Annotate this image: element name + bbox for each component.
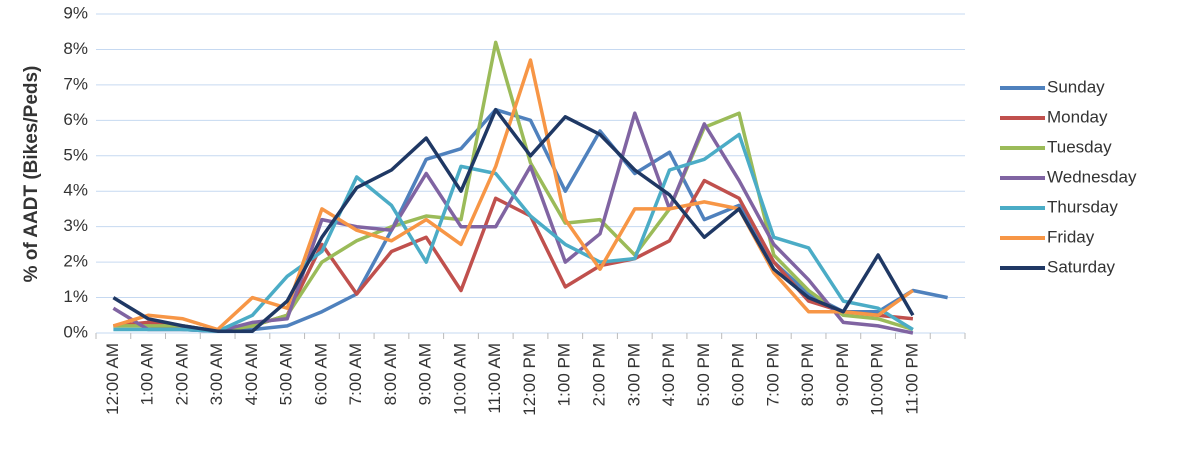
y-axis-label: % of AADT (Bikes/Peds) [21,66,42,283]
y-tick-label: 6% [63,110,88,129]
x-tick-label: 9:00 AM [416,343,435,405]
y-tick-label: 3% [63,216,88,235]
y-tick-label: 1% [63,287,88,306]
x-tick-label: 3:00 PM [624,343,643,406]
x-tick-label: 12:00 PM [520,343,539,416]
series-line [112,58,914,332]
x-tick-label: 2:00 PM [590,343,609,406]
y-tick-label: 4% [63,181,88,200]
x-tick-label: 5:00 AM [277,343,296,405]
x-tick-label: 9:00 PM [833,343,852,406]
x-tick-label: 4:00 PM [659,343,678,406]
x-tick-label: 8:00 AM [381,343,400,405]
legend-label: Saturday [1047,257,1116,276]
x-tick-label: 8:00 PM [798,343,817,406]
legend-label: Sunday [1047,77,1105,96]
x-tick-label: 4:00 AM [242,343,261,405]
x-tick-label: 6:00 AM [311,343,330,405]
y-tick-label: 5% [63,145,88,164]
series-line [113,40,914,333]
series-line [113,132,914,333]
x-tick-label: 7:00 PM [763,343,782,406]
series-line [112,111,914,335]
legend-label: Wednesday [1047,167,1137,186]
legend-label: Thursday [1047,197,1118,216]
x-tick-label: 6:00 PM [729,343,748,406]
x-tick-label: 11:00 AM [485,343,504,414]
y-tick-label: 9% [63,3,88,22]
x-tick-label: 3:00 AM [207,343,226,405]
x-tick-label: 5:00 PM [694,343,713,406]
y-tick-label: 2% [63,252,88,271]
x-tick-label: 10:00 AM [450,343,469,415]
series-line [112,107,915,333]
series-line [113,178,914,333]
x-tick-label: 7:00 AM [346,343,365,405]
y-tick-label: 7% [63,74,88,93]
x-tick-label: 12:00 AM [103,343,122,415]
x-tick-label: 1:00 PM [555,343,574,406]
x-tick-label: 1:00 AM [138,343,157,405]
x-tick-label: 2:00 AM [172,343,191,405]
legend-label: Friday [1047,227,1095,246]
y-tick-label: 0% [63,322,88,341]
legend-label: Monday [1047,107,1108,126]
y-tick-label: 8% [63,39,88,58]
x-tick-label: 10:00 PM [868,343,887,416]
x-tick-label: 11:00 PM [902,343,921,415]
legend-label: Tuesday [1047,137,1112,156]
